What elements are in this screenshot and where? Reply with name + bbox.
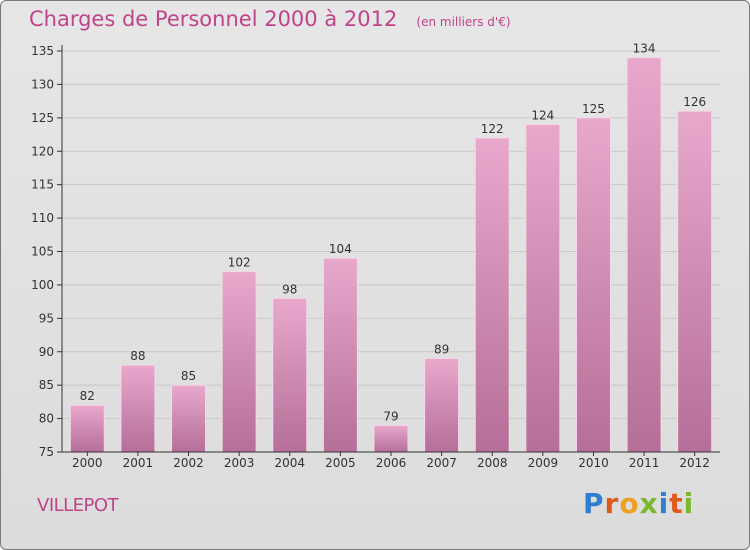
- bar-value-label: 89: [434, 342, 449, 356]
- commune-name: VILLEPOT: [37, 495, 119, 516]
- bar-value-label: 88: [130, 349, 145, 363]
- x-tick-label: 2006: [376, 456, 407, 470]
- y-tick-label: 105: [31, 245, 54, 259]
- x-tick-label: 2003: [224, 456, 255, 470]
- y-tick-label: 100: [31, 278, 54, 292]
- y-tick-label: 85: [39, 378, 54, 392]
- logo-letter: r: [604, 487, 620, 520]
- title-row: Charges de Personnel 2000 à 2012 (en mil…: [29, 7, 511, 31]
- bar: [171, 384, 207, 453]
- bar: [626, 57, 662, 453]
- bar-value-label: 124: [531, 109, 554, 123]
- bar: [424, 357, 460, 453]
- bar: [322, 257, 358, 453]
- x-tick-label: 2002: [173, 456, 204, 470]
- y-tick-label: 110: [31, 211, 54, 225]
- bar-value-label: 79: [383, 409, 398, 423]
- logo-letter: x: [639, 487, 659, 520]
- x-tick-label: 2012: [679, 456, 710, 470]
- bar: [575, 117, 611, 453]
- y-tick-label: 95: [39, 311, 54, 325]
- x-tick-label: 2007: [426, 456, 457, 470]
- bar: [525, 124, 561, 453]
- chart-title: Charges de Personnel 2000 à 2012: [29, 7, 398, 31]
- x-tick-label: 2004: [274, 456, 305, 470]
- x-tick-label: 2005: [325, 456, 356, 470]
- proxiti-logo[interactable]: Proxiti: [583, 487, 694, 520]
- x-tick-label: 2001: [123, 456, 154, 470]
- x-tick-label: 2000: [72, 456, 103, 470]
- bar: [272, 297, 308, 453]
- x-tick-label: 2009: [528, 456, 559, 470]
- y-tick-label: 130: [31, 77, 54, 91]
- bar: [373, 424, 409, 453]
- bar: [474, 137, 510, 453]
- x-tick-label: 2008: [477, 456, 508, 470]
- bar-value-label: 134: [633, 42, 656, 56]
- y-tick-label: 75: [39, 445, 54, 459]
- bar-value-label: 98: [282, 282, 297, 296]
- logo-letter: o: [619, 487, 640, 520]
- gridlines: [62, 50, 720, 420]
- y-tick-label: 90: [39, 345, 54, 359]
- bar-value-label: 82: [80, 389, 95, 403]
- bar-value-label: 85: [181, 369, 196, 383]
- logo-letter: i: [683, 487, 695, 520]
- y-tick-label: 135: [31, 44, 54, 58]
- bar-value-label: 125: [582, 102, 605, 116]
- bar-value-label: 126: [683, 95, 706, 109]
- y-tick-label: 80: [39, 412, 54, 426]
- bar-value-label: 102: [228, 256, 251, 270]
- bar: [120, 364, 156, 453]
- logo-letter: i: [658, 487, 670, 520]
- logo-letter: t: [669, 487, 684, 520]
- bars: [69, 57, 713, 453]
- axes: 75 80 85 90 95 100 105 110 115 120 125 130 135 2000 20…: [31, 44, 720, 470]
- bar: [677, 110, 713, 453]
- y-tick-label: 125: [31, 111, 54, 125]
- y-tick-label: 115: [31, 178, 54, 192]
- chart-subtitle: (en milliers d'€): [416, 15, 511, 29]
- bar-value-label: 104: [329, 242, 352, 256]
- x-tick-label: 2010: [578, 456, 609, 470]
- data-labels: 82 88 85 102 98 104 79 89 122 124 125 134 126: [80, 42, 706, 424]
- x-tick-label: 2011: [629, 456, 660, 470]
- y-tick-label: 120: [31, 144, 54, 158]
- bar: [221, 271, 257, 453]
- bar-value-label: 122: [481, 122, 504, 136]
- logo-letter: P: [583, 487, 605, 520]
- bar: [69, 404, 105, 453]
